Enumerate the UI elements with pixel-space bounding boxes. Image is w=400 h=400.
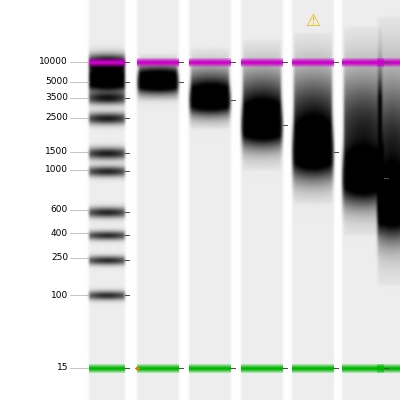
Text: 250: 250	[51, 254, 68, 262]
Text: 5000: 5000	[45, 78, 68, 86]
Text: 15: 15	[56, 364, 68, 372]
Text: 10000: 10000	[39, 58, 68, 66]
Text: 3500: 3500	[45, 94, 68, 102]
Text: 100: 100	[51, 290, 68, 300]
Text: 2500: 2500	[45, 114, 68, 122]
Text: 1000: 1000	[45, 166, 68, 174]
Text: 1500: 1500	[45, 148, 68, 156]
Text: 400: 400	[51, 228, 68, 238]
Text: 600: 600	[51, 206, 68, 214]
Text: ⚠: ⚠	[306, 12, 320, 30]
